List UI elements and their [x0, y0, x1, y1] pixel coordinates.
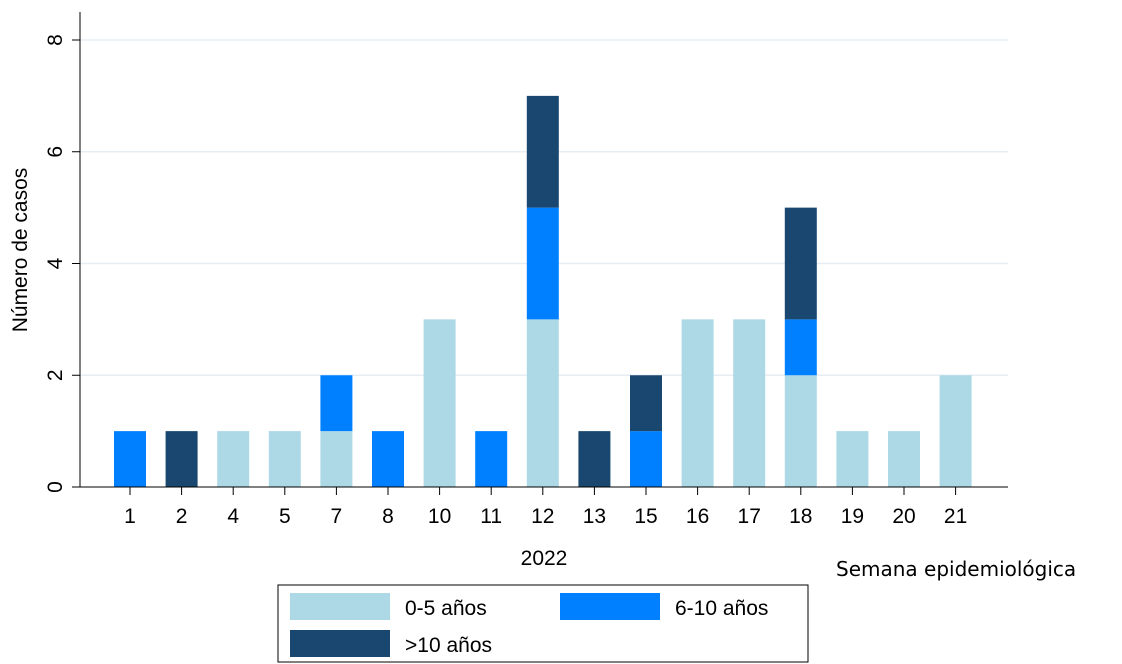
bar-segment [320, 375, 353, 432]
bar-segment [423, 319, 456, 487]
bars [114, 95, 972, 487]
y-tick-label: 6 [44, 146, 67, 158]
x-tick-label: 16 [686, 505, 709, 528]
x-axis-note: Semana epidemiológica [836, 557, 1076, 581]
legend-label: >10 años [405, 634, 492, 657]
bar-segment [114, 431, 146, 487]
y-tick-label: 2 [44, 369, 67, 381]
bar-segment [320, 431, 353, 487]
legend: 0-5 años 6-10 años >10 años [277, 584, 809, 663]
x-tick-label: 15 [634, 505, 657, 528]
legend-label: 0-5 años [405, 597, 487, 620]
bar-segment [526, 95, 559, 208]
x-tick-label: 2 [176, 505, 188, 528]
x-tick-label: 18 [789, 505, 812, 528]
x-tick-label: 17 [738, 505, 761, 528]
bar-segment [268, 431, 301, 487]
x-tick-label: 11 [480, 505, 502, 528]
x-tick-label: 7 [331, 505, 343, 528]
x-tick-label: 13 [583, 505, 606, 528]
bar-segment [784, 207, 817, 320]
y-axis-label: Número de casos [9, 168, 32, 333]
legend-swatch [560, 593, 660, 620]
legend-swatch [290, 593, 390, 620]
bar-segment [578, 431, 611, 487]
x-tick-label: 10 [428, 505, 451, 528]
bar-segment [888, 431, 920, 487]
bar-segment [165, 431, 198, 487]
x-tick-label: 8 [382, 505, 394, 528]
bar-segment [939, 375, 972, 487]
bar-segment [526, 207, 559, 320]
bar-segment [784, 375, 817, 487]
legend-label: 6-10 años [675, 597, 768, 620]
x-tick-label: 12 [531, 505, 554, 528]
bar-segment [733, 319, 766, 487]
x-tick-label: 1 [124, 505, 136, 528]
x-ticks: 1 2 4 5 7 8 10 11 12 13 15 16 17 18 19 20 21 [124, 487, 967, 528]
bar-segment [475, 431, 508, 487]
bar-segment [630, 375, 662, 432]
bar-segment [217, 431, 250, 487]
x-axis-label: 2022 [521, 547, 568, 570]
bar-segment [681, 319, 714, 487]
x-tick-label: 4 [227, 505, 239, 528]
y-ticks: 0 2 4 6 8 [44, 34, 80, 493]
bar-segment [784, 319, 817, 376]
x-tick-label: 5 [279, 505, 291, 528]
x-tick-label: 20 [892, 505, 915, 528]
bar-segment [630, 431, 662, 487]
y-tick-label: 4 [44, 257, 67, 269]
x-tick-label: 19 [841, 505, 864, 528]
x-tick-label: 21 [944, 505, 967, 528]
y-tick-label: 0 [44, 481, 67, 493]
bar-segment [372, 431, 404, 487]
y-tick-label: 8 [44, 34, 67, 46]
axes [79, 12, 1008, 488]
legend-swatch [290, 630, 390, 657]
bar-segment [836, 431, 869, 487]
bar-segment [526, 319, 559, 487]
